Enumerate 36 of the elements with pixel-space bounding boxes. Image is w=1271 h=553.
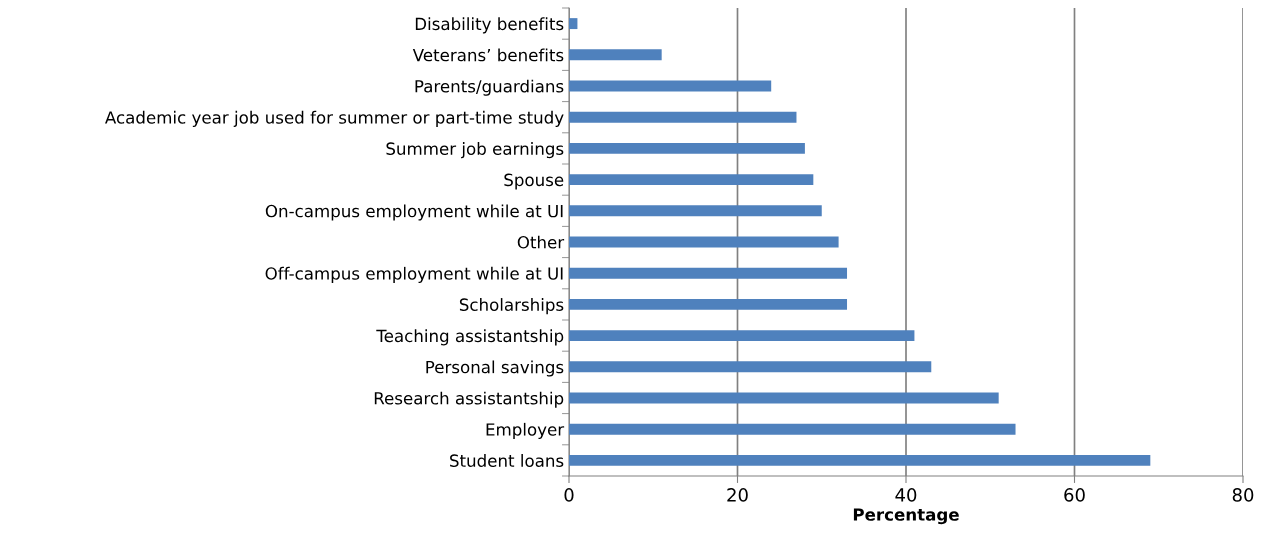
bar: [569, 330, 915, 342]
x-tick-label: 40: [895, 488, 917, 502]
y-tick-label: Off-campus employment while at UI: [265, 266, 563, 283]
bar: [569, 298, 848, 310]
bar: [569, 174, 814, 186]
y-tick-label: Academic year job used for summer or part-time study: [105, 110, 564, 127]
y-tick-label: Employer: [486, 422, 565, 439]
y-tick-label: Disability benefits: [415, 17, 564, 34]
bar: [569, 392, 999, 404]
bar: [569, 142, 805, 154]
y-tick-label: Scholarships: [459, 298, 564, 315]
y-tick-label: On-campus employment while at UI: [265, 204, 563, 221]
x-tick-label: 0: [564, 488, 574, 502]
y-tick-label: Research assistantship: [374, 391, 564, 408]
bar: [569, 18, 578, 30]
x-tick-label: 80: [1232, 488, 1254, 502]
y-tick-label: Teaching assistantship: [376, 329, 564, 346]
y-tick-label: Veterans’ benefits: [412, 48, 564, 62]
x-tick-label: 60: [1064, 488, 1085, 502]
x-axis-title: Percentage: [853, 508, 959, 525]
bar: [569, 454, 1151, 466]
bar: [569, 80, 772, 92]
bar: [569, 361, 932, 373]
y-tick-label: Student loans: [450, 454, 564, 467]
y-tick-label: Other: [517, 235, 565, 249]
bar: [569, 236, 839, 248]
bar: [569, 267, 848, 279]
y-tick-label: Parents/guardians: [415, 79, 564, 96]
y-tick-label: Personal savings: [426, 360, 564, 377]
bar: [569, 205, 822, 217]
y-tick-label: Summer job earnings: [386, 142, 564, 159]
bar: [569, 111, 797, 123]
bar: [569, 423, 1016, 435]
x-tick-label: 20: [727, 488, 748, 502]
y-tick-label: Spouse: [504, 173, 564, 190]
bar: [569, 49, 662, 61]
